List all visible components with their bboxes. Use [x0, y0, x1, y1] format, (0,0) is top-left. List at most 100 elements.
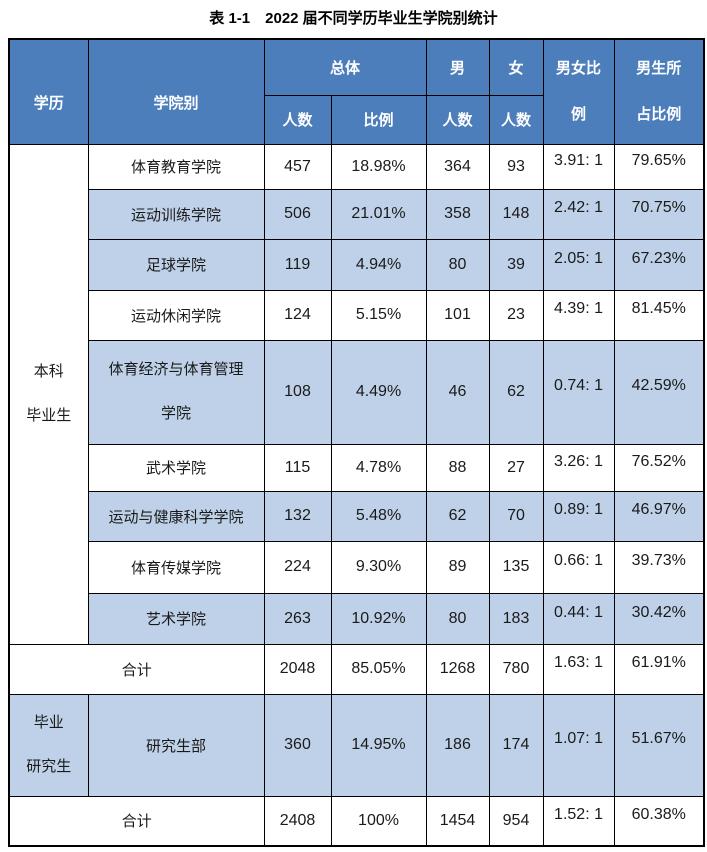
table-row: 体育经济与体育管理 学院 108 4.49% 46 62 0.74: 1 42.…	[9, 339, 705, 445]
ratio-cell: 9.30%	[330, 540, 427, 594]
table-row: 足球学院 119 4.94% 80 39 2.05: 1 67.23%	[9, 238, 705, 291]
header-row-2: 人数 比例 人数 人数	[9, 94, 704, 145]
female-count-cell: 27	[488, 443, 544, 492]
female-count-cell: 70	[488, 490, 544, 542]
male-count-cell: 364	[425, 143, 490, 190]
ratio-cell: 85.05%	[330, 643, 427, 695]
mf-ratio-cell: 0.44: 1	[542, 592, 615, 645]
male-count-cell: 186	[425, 693, 490, 797]
header-degree: 学历	[8, 38, 89, 145]
count-cell: 2048	[263, 643, 332, 695]
male-share-cell: 46.97%	[613, 490, 705, 542]
count-cell: 360	[263, 693, 332, 797]
ratio-cell: 10.92%	[330, 592, 427, 645]
count-cell: 506	[263, 188, 332, 240]
ratio-cell: 14.95%	[330, 693, 427, 797]
count-cell: 108	[263, 339, 332, 445]
male-count-cell: 101	[425, 289, 490, 341]
ratio-cell: 100%	[330, 795, 427, 847]
count-cell: 2408	[263, 795, 332, 847]
count-cell: 119	[263, 238, 332, 291]
male-share-cell: 51.67%	[613, 693, 705, 797]
male-count-cell: 1268	[425, 643, 490, 695]
ratio-cell: 21.01%	[330, 188, 427, 240]
female-count-cell: 148	[488, 188, 544, 240]
female-count-cell: 174	[488, 693, 544, 797]
statistics-table: 学历 学院别 总体 男 女 男女比 例 男生所 占比例 人数 比例 人数 人数 …	[8, 38, 706, 847]
female-count-cell: 135	[488, 540, 544, 594]
header-overall-ratio: 比例	[330, 94, 427, 145]
male-count-cell: 1454	[425, 795, 490, 847]
table-row: 武术学院 115 4.78% 88 27 3.26: 1 76.52%	[9, 443, 705, 492]
female-count-cell: 62	[488, 339, 544, 445]
male-count-cell: 88	[425, 443, 490, 492]
male-share-cell: 79.65%	[613, 143, 705, 190]
ratio-cell: 4.49%	[330, 339, 427, 445]
college-cell: 研究生部	[87, 693, 265, 797]
subtotal-row: 合计 2048 85.05% 1268 780 1.63: 1 61.91%	[8, 643, 705, 695]
college-cell: 体育经济与体育管理 学院	[87, 339, 265, 445]
male-share-cell: 42.59%	[613, 339, 705, 445]
mf-ratio-cell: 0.89: 1	[542, 490, 615, 542]
college-cell: 艺术学院	[87, 592, 265, 645]
male-share-cell: 67.23%	[613, 238, 705, 291]
header-female: 女	[488, 38, 544, 96]
mf-ratio-cell: 1.07: 1	[542, 693, 615, 797]
male-share-cell: 70.75%	[613, 188, 705, 240]
ratio-cell: 4.78%	[330, 443, 427, 492]
college-cell: 武术学院	[87, 443, 265, 492]
grand-total-label-cell: 合计	[8, 795, 265, 847]
header-male-share: 男生所 占比例	[613, 38, 705, 145]
header-college: 学院别	[87, 38, 265, 145]
male-share-cell: 81.45%	[613, 289, 705, 341]
count-cell: 132	[263, 490, 332, 542]
header-row-1: 学历 学院别 总体 男 女 男女比 例 男生所 占比例	[8, 38, 705, 145]
count-cell: 457	[263, 143, 332, 190]
table-body: 本科 毕业生 体育教育学院 457 18.98% 364 93 3.91: 1 …	[8, 143, 705, 847]
college-cell: 体育教育学院	[87, 143, 265, 190]
count-cell: 224	[263, 540, 332, 594]
mf-ratio-cell: 2.05: 1	[542, 238, 615, 291]
male-share-cell: 60.38%	[613, 795, 705, 847]
male-count-cell: 62	[425, 490, 490, 542]
count-cell: 124	[263, 289, 332, 341]
female-count-cell: 93	[488, 143, 544, 190]
degree-undergrad-cell: 本科 毕业生	[8, 143, 89, 645]
count-cell: 263	[263, 592, 332, 645]
male-count-cell: 46	[425, 339, 490, 445]
postgrad-row: 毕业 研究生 研究生部 360 14.95% 186 174 1.07: 1 5…	[8, 693, 705, 797]
ratio-cell: 4.94%	[330, 238, 427, 291]
table-row: 运动训练学院 506 21.01% 358 148 2.42: 1 70.75%	[9, 188, 705, 240]
grand-total-row: 合计 2408 100% 1454 954 1.52: 1 60.38%	[8, 795, 705, 847]
female-count-cell: 39	[488, 238, 544, 291]
degree-postgrad-cell: 毕业 研究生	[8, 693, 89, 797]
table-row: 本科 毕业生 体育教育学院 457 18.98% 364 93 3.91: 1 …	[8, 143, 705, 645]
table-row: 艺术学院 263 10.92% 80 183 0.44: 1 30.42%	[9, 592, 705, 645]
mf-ratio-cell: 3.91: 1	[542, 143, 615, 190]
college-cell: 运动训练学院	[87, 188, 265, 240]
header-overall-count: 人数	[263, 94, 332, 145]
mf-ratio-cell: 4.39: 1	[542, 289, 615, 341]
male-count-cell: 89	[425, 540, 490, 594]
mf-ratio-cell: 0.66: 1	[542, 540, 615, 594]
female-count-cell: 183	[488, 592, 544, 645]
college-cell: 运动休闲学院	[87, 289, 265, 341]
header-female-count: 人数	[488, 94, 544, 145]
header-male-count: 人数	[425, 94, 490, 145]
table-header: 学历 学院别 总体 男 女 男女比 例 男生所 占比例 人数 比例 人数 人数	[8, 38, 705, 145]
ratio-cell: 5.15%	[330, 289, 427, 341]
mf-ratio-cell: 1.63: 1	[542, 643, 615, 695]
mf-ratio-cell: 0.74: 1	[542, 339, 615, 445]
male-share-cell: 30.42%	[613, 592, 705, 645]
male-count-cell: 358	[425, 188, 490, 240]
ratio-cell: 5.48%	[330, 490, 427, 542]
college-cell: 足球学院	[87, 238, 265, 291]
female-count-cell: 23	[488, 289, 544, 341]
college-cell: 运动与健康科学学院	[87, 490, 265, 542]
count-cell: 115	[263, 443, 332, 492]
male-count-cell: 80	[425, 592, 490, 645]
table-row: 运动休闲学院 124 5.15% 101 23 4.39: 1 81.45%	[9, 289, 705, 341]
mf-ratio-cell: 3.26: 1	[542, 443, 615, 492]
mf-ratio-cell: 2.42: 1	[542, 188, 615, 240]
